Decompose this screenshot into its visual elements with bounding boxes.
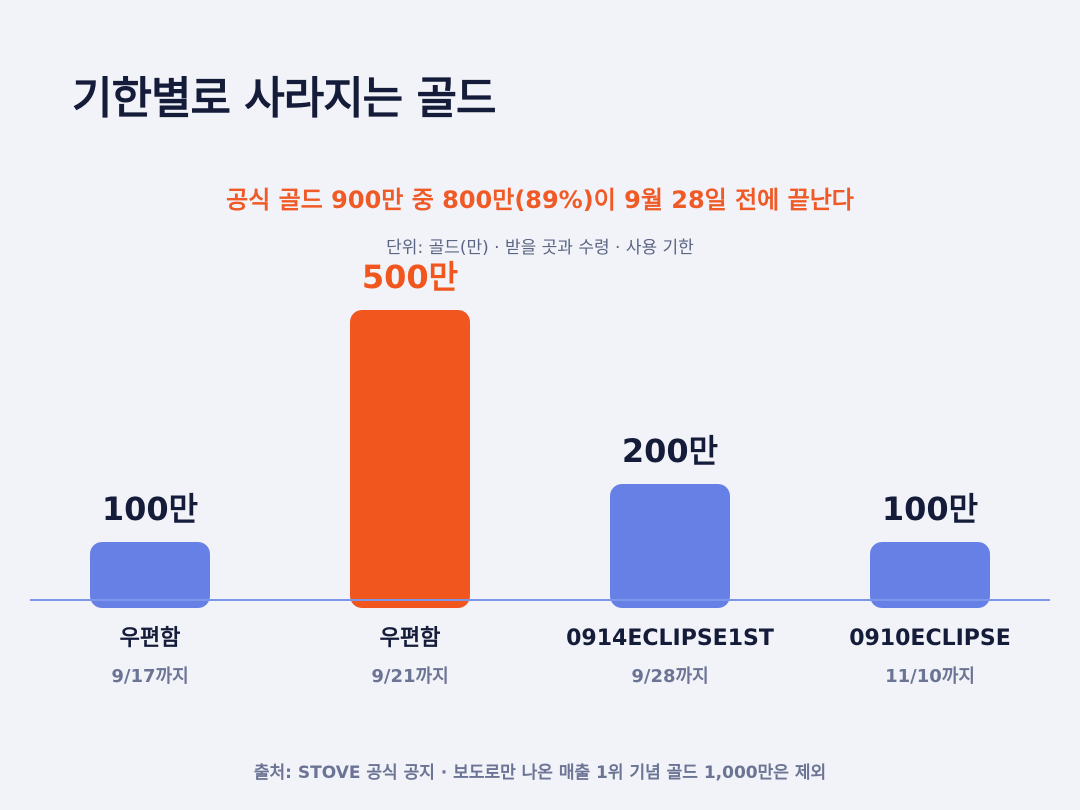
value-label: 200만 (622, 432, 718, 470)
category-label: 0914ECLIPSE1ST (566, 626, 774, 651)
chart-subtitle: 공식 골드 900만 중 800만(89%)이 9월 28일 전에 끝난다 (226, 186, 854, 214)
bar (870, 542, 990, 608)
category-label: 0910ECLIPSE (849, 626, 1011, 651)
value-label: 100만 (102, 490, 198, 528)
deadline-label: 9/21까지 (371, 666, 448, 687)
chart-title: 기한별로 사라지는 골드 (72, 73, 496, 124)
bar (90, 542, 210, 608)
category-label: 우편함 (380, 626, 441, 651)
value-label: 100만 (882, 490, 978, 528)
category-label: 우편함 (120, 626, 181, 651)
bar (610, 484, 730, 608)
source-note: 출처: STOVE 공식 공지 · 보도로만 나온 매출 1위 기념 골드 1,… (253, 763, 827, 783)
bar (350, 310, 470, 608)
unit-note: 단위: 골드(만) · 받을 곳과 수령 · 사용 기한 (386, 238, 694, 258)
deadline-label: 9/28까지 (631, 666, 708, 687)
deadline-label: 11/10까지 (885, 666, 975, 687)
deadline-label: 9/17까지 (111, 666, 188, 687)
value-label: 500만 (362, 258, 458, 296)
